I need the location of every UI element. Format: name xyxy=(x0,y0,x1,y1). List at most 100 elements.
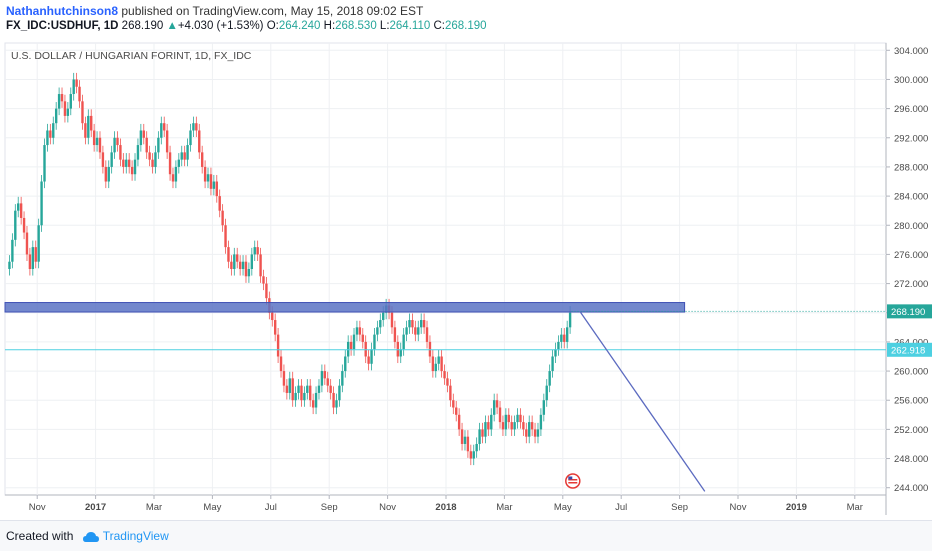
candle-body xyxy=(358,327,362,335)
candle-body xyxy=(393,327,397,342)
flag-stripe xyxy=(568,482,578,484)
candle-body xyxy=(157,137,160,153)
low-label: L: xyxy=(379,20,390,32)
candle-body xyxy=(551,356,554,372)
last-price: 268.190 xyxy=(121,20,164,32)
candle-body xyxy=(346,341,350,357)
candle-body xyxy=(309,385,312,401)
candle-body xyxy=(31,247,35,269)
candle-body xyxy=(180,152,183,160)
candle-body xyxy=(122,159,125,167)
candle-body xyxy=(43,145,46,182)
candle-body xyxy=(46,130,49,146)
candle-body xyxy=(411,320,414,328)
y-tick-label: 256.000 xyxy=(894,396,928,407)
candle-body xyxy=(530,422,534,430)
candle-body xyxy=(492,400,496,415)
candle-body xyxy=(250,254,254,269)
candle-body xyxy=(460,429,464,444)
candle-body xyxy=(457,414,461,430)
candle-body xyxy=(548,371,551,386)
candle-body xyxy=(507,414,510,423)
candle-body xyxy=(183,152,186,160)
candle-body xyxy=(60,94,64,102)
candle-body xyxy=(291,378,294,401)
last-price-label-bg xyxy=(887,304,932,319)
candle-body xyxy=(399,349,402,357)
chart-area[interactable]: 244.000248.000252.000256.000260.000264.0… xyxy=(0,38,932,520)
candle-body xyxy=(449,385,452,401)
candle-body xyxy=(332,392,335,408)
candle-body xyxy=(528,422,531,437)
candle-body xyxy=(163,123,166,131)
candle-body xyxy=(501,422,505,430)
candle-body xyxy=(565,327,569,342)
candle-body xyxy=(484,422,487,437)
candle-body xyxy=(382,312,385,321)
candle-body xyxy=(297,385,300,393)
candle-body xyxy=(487,422,490,430)
candle-body xyxy=(253,247,256,255)
high-label: H: xyxy=(323,20,336,32)
candle-body xyxy=(54,108,58,124)
candle-body xyxy=(136,145,140,160)
candle-body xyxy=(81,101,84,124)
candle-body xyxy=(215,181,218,197)
candle-body xyxy=(66,108,70,116)
candle-body xyxy=(160,123,163,138)
candle-body xyxy=(563,334,566,342)
candle-body xyxy=(19,203,23,218)
candle-body xyxy=(455,407,458,415)
y-tick-label: 260.000 xyxy=(894,367,928,378)
candle-body xyxy=(148,152,151,160)
x-tick-label: Sep xyxy=(671,502,688,513)
y-tick-label: 284.000 xyxy=(894,192,928,203)
candle-body xyxy=(329,385,332,393)
price-change: +4.030 (+1.53%) xyxy=(177,20,264,32)
tradingview-brand[interactable]: TradingView xyxy=(102,529,169,543)
candle-body xyxy=(422,320,426,328)
candle-body xyxy=(139,130,143,146)
candle-body xyxy=(545,385,548,401)
candle-body xyxy=(276,334,280,357)
candle-body xyxy=(95,137,99,146)
candle-body xyxy=(17,203,20,211)
candle-body xyxy=(247,269,251,277)
candle-body xyxy=(37,225,40,262)
candle-body xyxy=(376,327,379,335)
candle-body xyxy=(151,159,154,167)
candle-body xyxy=(87,115,90,138)
candle-body xyxy=(510,422,513,430)
candle-body xyxy=(431,356,435,372)
price-chart[interactable]: 244.000248.000252.000256.000260.000264.0… xyxy=(0,38,932,520)
candle-body xyxy=(238,261,242,269)
y-tick-label: 276.000 xyxy=(894,250,928,261)
candle-body xyxy=(92,130,96,146)
chart-title: U.S. DOLLAR / HUNGARIAN FORINT, 1D, FX_I… xyxy=(11,50,252,62)
candle-body xyxy=(542,400,546,415)
x-tick-label: May xyxy=(203,502,221,513)
low-value: 264.110 xyxy=(389,20,431,32)
resistance-zone xyxy=(4,302,686,313)
author-link[interactable]: Nathanhutchinson8 xyxy=(6,4,119,18)
candle-body xyxy=(168,152,172,175)
x-tick-label: Nov xyxy=(379,502,396,513)
candle-body xyxy=(285,385,289,393)
x-tick-label: Nov xyxy=(29,502,46,513)
y-tick-label: 280.000 xyxy=(894,221,928,232)
candle-body xyxy=(414,327,417,335)
candle-body xyxy=(22,217,26,233)
candle-body xyxy=(417,327,420,335)
candle-body xyxy=(57,94,61,109)
candle-body xyxy=(495,400,499,408)
candle-body xyxy=(335,400,338,408)
x-tick-label: May xyxy=(554,502,572,513)
candle-body xyxy=(288,378,291,393)
candle-body xyxy=(364,341,367,357)
candle-body xyxy=(227,247,230,262)
x-tick-label: Jul xyxy=(615,502,627,513)
candle-body xyxy=(396,341,400,357)
candle-body xyxy=(352,334,356,350)
open-label: O: xyxy=(266,20,279,32)
us-flag-event-icon xyxy=(565,473,581,489)
